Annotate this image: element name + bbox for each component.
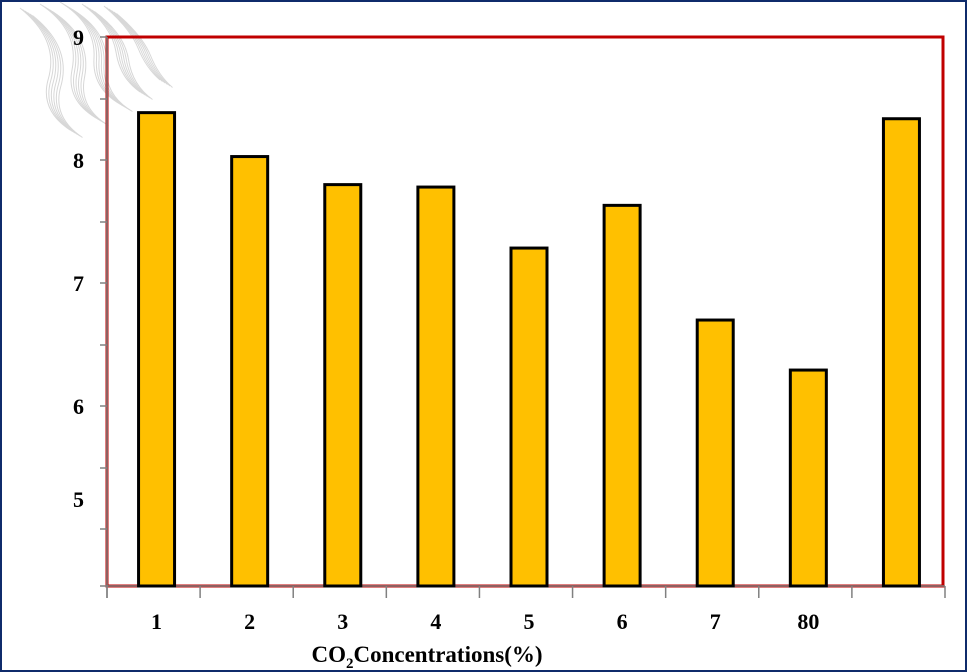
watermark-stroke <box>42 5 99 120</box>
watermark-stroke <box>69 7 131 111</box>
watermark-stroke <box>49 9 107 125</box>
watermark-stroke <box>62 3 123 106</box>
bar <box>137 111 177 588</box>
y-tick-label: 8 <box>73 148 84 173</box>
y-axis-tick-labels: 9 8 7 6 5 <box>73 25 84 512</box>
y-tick-label: 9 <box>73 25 84 50</box>
x-tick-label: 80 <box>797 609 819 634</box>
watermark-stroke <box>19 7 71 131</box>
watermark-stroke <box>44 6 102 122</box>
watermark-stroke <box>52 11 109 126</box>
bar-series <box>137 111 921 588</box>
watermark-stroke <box>24 10 76 134</box>
watermark-stroke <box>29 13 81 137</box>
x-axis-title: CO2Concentrations(%) <box>311 642 542 672</box>
x-axis-ticks <box>106 586 946 598</box>
x-tick-label: 2 <box>244 609 255 634</box>
y-tick-label: 7 <box>73 271 84 296</box>
bar <box>323 183 363 588</box>
watermark-stroke <box>103 5 161 81</box>
watermark-stroke <box>89 8 148 97</box>
watermark-stroke <box>113 11 171 87</box>
x-tick-label: 6 <box>617 609 628 634</box>
watermark-stroke <box>81 3 141 93</box>
y-tick-label: 5 <box>73 487 84 512</box>
watermark-stroke <box>64 4 126 108</box>
watermark-stroke <box>67 6 128 109</box>
watermark-stroke <box>91 9 151 99</box>
watermark-stroke <box>116 13 173 88</box>
watermark-stroke <box>84 5 143 94</box>
watermark-stroke <box>59 1 121 105</box>
watermark-stroke <box>39 3 97 119</box>
watermark-stroke <box>86 6 146 96</box>
bar <box>509 246 549 588</box>
bar <box>695 318 735 588</box>
watermark-stroke <box>111 10 168 85</box>
x-tick-label: 4 <box>430 609 441 634</box>
x-axis-tick-labels: 1 2 3 4 5 6 7 80 <box>151 609 819 634</box>
watermark-stroke <box>47 8 104 123</box>
x-tick-label: 3 <box>337 609 348 634</box>
bar <box>788 368 828 588</box>
watermark-stroke <box>106 7 163 82</box>
watermark-stroke <box>108 8 166 84</box>
x-tick-label: 1 <box>151 609 162 634</box>
watermark-stroke <box>22 9 73 132</box>
x-axis-title-subscript: 2 <box>346 656 354 672</box>
x-tick-label: 7 <box>710 609 721 634</box>
x-axis-title-prefix: CO <box>311 642 346 667</box>
y-tick-label: 6 <box>73 394 84 419</box>
bar <box>416 185 456 588</box>
bar <box>602 203 642 588</box>
y-axis-ticks <box>100 36 107 587</box>
bar <box>881 117 921 588</box>
watermark-stroke <box>32 15 83 138</box>
x-axis-title-rest: Concentrations(%) <box>353 642 542 667</box>
watermark-graphic <box>19 1 173 138</box>
bar <box>230 155 270 588</box>
watermark-stroke <box>94 11 153 100</box>
watermark-stroke <box>27 12 78 135</box>
x-tick-label: 5 <box>524 609 535 634</box>
